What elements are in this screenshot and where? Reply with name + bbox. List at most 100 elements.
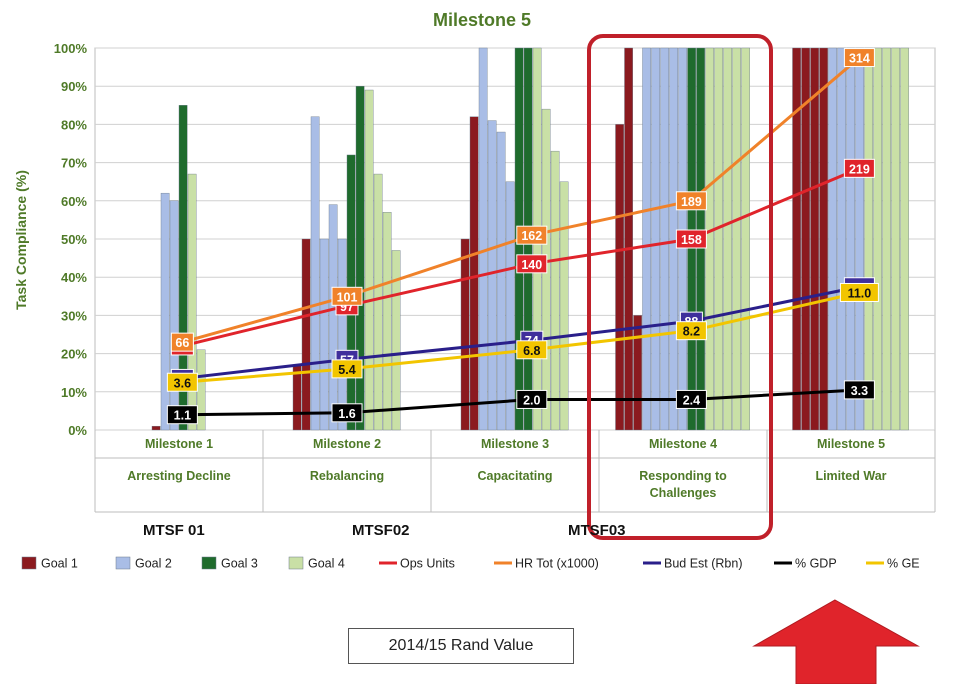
data-label: 314: [849, 52, 870, 66]
data-label-box: [331, 359, 363, 379]
data-label-box: [675, 321, 707, 341]
bar-goal-1: [460, 238, 470, 431]
bar-goal-4: [873, 47, 882, 431]
data-label: 101: [337, 290, 358, 304]
y-tick-label: 90%: [61, 79, 87, 94]
bar-goal-2: [837, 47, 846, 431]
category-sublabel: Rebalancing: [310, 469, 384, 483]
data-label-box: [675, 191, 707, 211]
category-label: Milestone 2: [313, 437, 381, 451]
data-label-box: [843, 158, 875, 178]
y-tick-label: 70%: [61, 156, 87, 171]
data-label: 2.0: [523, 393, 540, 407]
data-label: 189: [681, 195, 702, 209]
data-label-box: [843, 48, 875, 68]
bar-goal-4: [741, 47, 750, 431]
bar-marks: [151, 47, 909, 431]
bar-goal-2: [487, 120, 497, 431]
y-tick-label: 40%: [61, 270, 87, 285]
data-label: 140: [521, 258, 542, 272]
up-arrow-icon: [752, 599, 920, 684]
data-label-box: [516, 389, 548, 409]
data-label-box: [170, 332, 194, 352]
bar-goal-1: [301, 238, 311, 431]
bar-goal-2: [328, 204, 338, 431]
bar-goal-1: [792, 47, 801, 431]
bar-goal-2: [169, 200, 179, 431]
data-label-box: [166, 405, 198, 425]
bar-goal-2: [651, 47, 660, 431]
bar-goal-3: [355, 85, 365, 431]
data-label: 66: [175, 336, 189, 350]
bar-goal-1: [469, 116, 479, 431]
legend: Goal 1 Goal 2 Goal 3 Goal 4 Ops Units HR Tot …: [21, 556, 920, 571]
category-sublabel: Limited War: [815, 469, 886, 483]
data-label: 8.2: [683, 325, 700, 339]
bar-goal-2: [160, 192, 170, 431]
y-axis-title: Task Compliance (%): [13, 170, 29, 310]
data-label: 11.0: [848, 286, 872, 300]
data-label: 1.1: [174, 409, 191, 423]
bar-goal-4: [732, 47, 741, 431]
legend-swatch: [115, 556, 131, 570]
bar-goal-1: [810, 47, 819, 431]
data-label-box: [166, 372, 198, 392]
data-label-box: [675, 389, 707, 409]
legend-label: % GE: [887, 557, 920, 571]
bar-goal-2: [478, 47, 488, 431]
y-tick-label: 60%: [61, 194, 87, 209]
data-label: 158: [681, 233, 702, 247]
bar-goal-4: [723, 47, 732, 431]
category-sublabel: Capacitating: [477, 469, 552, 483]
data-label-box: [516, 254, 548, 274]
data-label: 5.4: [338, 363, 355, 377]
data-label: 3.6: [174, 376, 191, 390]
category-axis: Milestone 1 Arresting Decline Milestone 2 R…: [94, 430, 936, 513]
data-label: 162: [521, 229, 542, 243]
bar-goal-1: [151, 425, 161, 431]
legend-label: Goal 1: [41, 557, 78, 571]
legend-label: HR Tot (x1000): [515, 557, 599, 571]
category-sublabel: Challenges: [650, 486, 717, 500]
y-tick-label: 80%: [61, 117, 87, 132]
mtsf-label-2: MTSF02: [352, 522, 410, 539]
data-label-box: [516, 225, 548, 245]
y-tick-label: 20%: [61, 347, 87, 362]
legend-label: % GDP: [795, 557, 837, 571]
legend-swatch: [288, 556, 304, 570]
bar-goal-1: [624, 47, 633, 431]
mtsf-label-1: MTSF 01: [143, 522, 205, 539]
up-arrow-shape: [752, 599, 920, 684]
y-tick-label: 100%: [54, 41, 88, 56]
bar-goal-2: [846, 47, 855, 431]
bar-goal-3: [178, 105, 188, 431]
bar-goal-4: [187, 173, 197, 431]
y-tick-label: 50%: [61, 232, 87, 247]
legend-label: Ops Units: [400, 557, 455, 571]
milestone-4-highlight: [587, 34, 773, 540]
data-label: 2.4: [683, 393, 700, 407]
category-sublabel: Responding to: [639, 469, 727, 483]
bar-goal-2: [855, 47, 864, 431]
bar-goal-4: [382, 212, 392, 431]
data-label-box: [843, 380, 875, 400]
bar-goal-1: [292, 364, 302, 431]
legend-label: Goal 3: [221, 557, 258, 571]
bar-goal-2: [642, 47, 651, 431]
bar-goal-4: [559, 181, 569, 431]
rand-value-box: 2014/15 Rand Value: [348, 628, 574, 664]
line-data-labels: 669714015821966101162189314435774881161.…: [166, 48, 879, 425]
data-label-box: [675, 229, 707, 249]
data-label-box: [839, 282, 879, 302]
category-label: Milestone 1: [145, 437, 213, 451]
bar-goal-1: [633, 315, 642, 431]
y-tick-label: 10%: [61, 385, 87, 400]
bar-goal-2: [505, 181, 515, 431]
bar-goal-4: [882, 47, 891, 431]
category-sublabel: Arresting Decline: [127, 469, 231, 483]
bar-goal-2: [319, 238, 329, 431]
bar-goal-4: [196, 349, 206, 431]
bar-goal-4: [364, 89, 374, 431]
bar-goal-1: [615, 124, 624, 431]
